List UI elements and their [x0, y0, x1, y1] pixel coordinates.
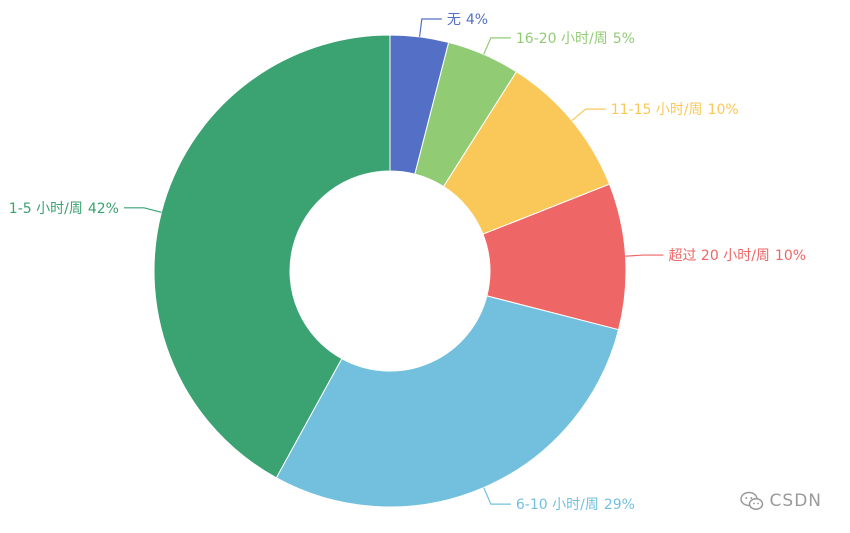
slice-label-2: 11-15 小时/周 10% — [611, 102, 739, 118]
slice-label-name-3: 超过 20 小时/周 — [668, 248, 769, 264]
slice-label-name-1: 16-20 小时/周 — [516, 31, 608, 47]
slice-label-name-0: 无 — [447, 12, 461, 28]
leader-line-2 — [571, 108, 606, 122]
wechat-icon — [739, 491, 763, 510]
slice-label-name-5: 1-5 小时/周 — [9, 201, 83, 217]
leader-line-0 — [418, 18, 442, 37]
watermark-text: CSDN — [769, 491, 822, 511]
slice-label-value-1: 5% — [613, 31, 635, 47]
slice-labels: 无 4% 16-20 小时/周 5% 11-15 小时/周 10% 超过 20 小时/周 10… — [9, 12, 806, 513]
slice-label-value-3: 10% — [775, 248, 806, 264]
slice-5 — [153, 34, 391, 479]
slice-label-0: 无 4% — [447, 12, 488, 28]
slice-label-value-4: 29% — [604, 497, 635, 513]
watermark: CSDN — [739, 491, 822, 511]
leader-line-3 — [625, 254, 664, 257]
slices — [153, 34, 627, 508]
leader-lines — [123, 18, 664, 505]
slice-label-name-2: 11-15 小时/周 — [611, 102, 703, 118]
slice-label-value-5: 42% — [88, 201, 119, 217]
slice-label-4: 6-10 小时/周 29% — [516, 497, 635, 513]
leader-line-1 — [483, 37, 511, 55]
slice-label-value-2: 10% — [708, 102, 739, 118]
slice-label-value-0: 4% — [466, 12, 488, 28]
slice-label-name-4: 6-10 小时/周 — [516, 497, 599, 513]
slice-label-3: 超过 20 小时/周 10% — [668, 248, 806, 264]
slice-label-5: 1-5 小时/周 42% — [9, 201, 119, 217]
slice-4 — [275, 295, 620, 508]
slice-label-1: 16-20 小时/周 5% — [516, 31, 635, 47]
leader-line-4 — [483, 487, 511, 505]
leader-line-5 — [123, 207, 162, 213]
